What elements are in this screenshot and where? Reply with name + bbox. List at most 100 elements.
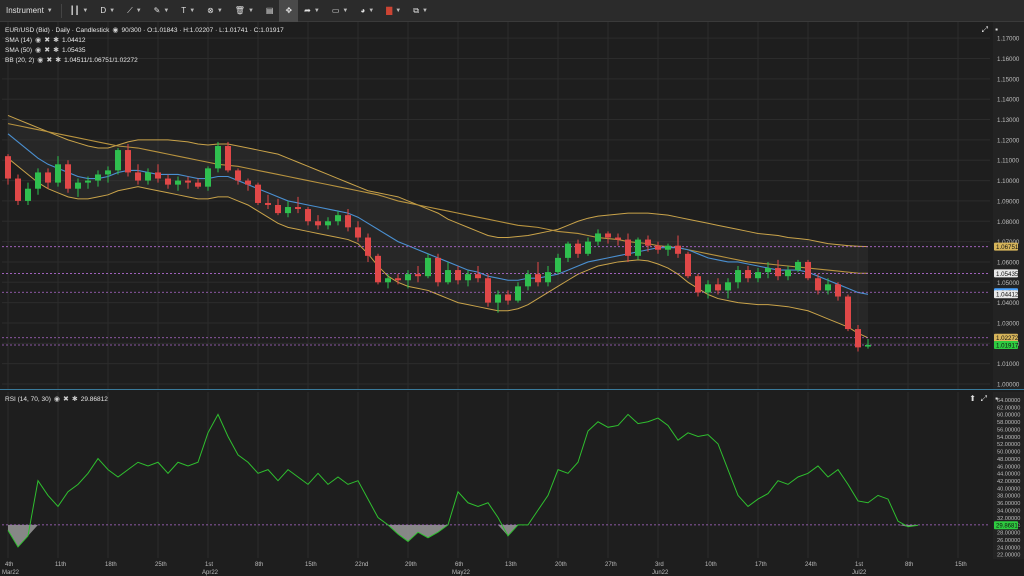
gear-icon[interactable]: ✱ bbox=[71, 396, 78, 403]
settings-menu[interactable]: ⧉ ▼ bbox=[407, 0, 434, 22]
price-tick-label: 1.09000 bbox=[997, 198, 1020, 205]
crosshair-button[interactable]: ✥ bbox=[279, 0, 299, 22]
rsi-current-label: 29.86812 bbox=[996, 524, 1022, 530]
price-tick-label: 1.13000 bbox=[997, 117, 1020, 124]
timeframe-label: D bbox=[100, 6, 107, 15]
price-chart-pane[interactable]: 1.17000 1.16000 1.15000 1.14000 1.13000 1.120… bbox=[0, 22, 1024, 390]
rsi-tick-label: 38.00000 bbox=[997, 494, 1020, 500]
candle bbox=[645, 239, 651, 246]
candle bbox=[575, 243, 581, 254]
price-marker-label: 1.04412 bbox=[996, 292, 1019, 299]
eye-icon[interactable]: ◉ bbox=[37, 57, 44, 64]
move-up-icon[interactable]: ⬆ bbox=[969, 394, 976, 403]
price-axis-background bbox=[993, 22, 1024, 390]
close-icon[interactable]: ✖ bbox=[46, 57, 53, 64]
close-icon[interactable]: ✖ bbox=[44, 37, 51, 44]
gear-icon[interactable]: ✱ bbox=[53, 47, 59, 54]
candle bbox=[135, 172, 141, 181]
close-icon[interactable]: ✖ bbox=[63, 396, 69, 403]
candle bbox=[475, 274, 481, 279]
gear-icon[interactable]: ✱ bbox=[55, 57, 62, 64]
candle bbox=[75, 182, 81, 189]
price-marker-label: 1.06751 bbox=[996, 244, 1019, 251]
expand-icon[interactable]: ⤢ bbox=[980, 394, 987, 403]
price-tick-label: 1.14000 bbox=[997, 97, 1020, 104]
price-chart[interactable]: 1.17000 1.16000 1.15000 1.14000 1.13000 1.120… bbox=[0, 22, 1024, 390]
chart-type-menu[interactable]: ┃┃ ▼ bbox=[64, 0, 95, 22]
language-menu[interactable]: ▇ ▼ bbox=[380, 0, 407, 22]
timeframe-menu[interactable]: D ▼ bbox=[94, 0, 121, 22]
time-tick-label: 13th bbox=[505, 562, 517, 568]
indicator-bb: BB (20, 2) ◉ ✖ ✱ 1.04511/1.06751/1.02272 bbox=[5, 56, 138, 65]
indicator-value: 1.05435 bbox=[61, 46, 86, 54]
instrument-menu[interactable]: Instrument ▼ bbox=[0, 0, 59, 22]
candle bbox=[205, 168, 211, 187]
theme-menu[interactable]: ◕ ▼ bbox=[354, 0, 380, 22]
time-tick-label: 3rd bbox=[655, 562, 664, 568]
time-tick-month-label: May22 bbox=[452, 570, 471, 576]
maximize-icon[interactable]: ▪ bbox=[995, 394, 998, 403]
chevron-down-icon: ▼ bbox=[216, 7, 223, 14]
rsi-tick-label: 22.00000 bbox=[997, 553, 1020, 559]
rsi-current-marker bbox=[994, 521, 1018, 530]
layout-button[interactable]: ▤ bbox=[260, 0, 280, 22]
divider bbox=[60, 3, 62, 18]
candle bbox=[225, 145, 231, 171]
candle bbox=[805, 261, 811, 279]
rsi-tick-label: 58.00000 bbox=[997, 420, 1020, 426]
candle bbox=[55, 164, 61, 183]
rsi-tick-label: 26.00000 bbox=[997, 538, 1020, 544]
candle bbox=[685, 253, 691, 277]
candle bbox=[25, 188, 31, 201]
candle bbox=[15, 178, 21, 201]
rsi-tick-label: 44.00000 bbox=[997, 472, 1020, 478]
eye-icon[interactable]: ◉ bbox=[35, 47, 42, 54]
ohlc-readout: 90/300 · O:1.01843 · H:1.02207 · L:1.017… bbox=[121, 26, 284, 34]
candle bbox=[595, 233, 601, 242]
time-tick-month-label: Jul22 bbox=[852, 570, 867, 576]
gear-icon[interactable]: ✱ bbox=[53, 37, 59, 44]
time-tick-label: 15th bbox=[955, 562, 967, 568]
indicator-value: 1.04412 bbox=[61, 36, 86, 44]
price-tick-label: 1.12000 bbox=[997, 137, 1020, 144]
candle bbox=[185, 180, 191, 183]
time-tick-label: 17th bbox=[755, 562, 767, 568]
chevron-down-icon: ▼ bbox=[368, 7, 375, 14]
share-menu[interactable]: ➦ ▼ bbox=[298, 0, 326, 22]
candle bbox=[105, 170, 111, 175]
candle bbox=[345, 215, 351, 228]
candle bbox=[35, 172, 41, 189]
shapes-icon: ⊗ bbox=[207, 6, 214, 15]
drawing-tools-menu[interactable]: ⟋ ▼ bbox=[121, 0, 148, 22]
rsi-header: RSI (14, 70, 30) ◉ ✖ ✱ 29.86812 bbox=[5, 395, 108, 404]
candle bbox=[865, 344, 871, 347]
shapes-menu[interactable]: ⊗ ▼ bbox=[201, 0, 229, 22]
text-tool-menu[interactable]: T ▼ bbox=[175, 0, 201, 22]
candle bbox=[415, 274, 421, 277]
close-icon[interactable]: ✖ bbox=[44, 47, 51, 54]
expand-icon[interactable]: ⤢ bbox=[981, 25, 988, 34]
time-tick-label: 20th bbox=[555, 562, 567, 568]
price-tick-label: 1.06000 bbox=[997, 259, 1020, 266]
eye-icon[interactable]: ◉ bbox=[53, 396, 60, 403]
indicator-value: 1.04511/1.06751/1.02272 bbox=[64, 56, 138, 64]
maximize-icon[interactable]: ▪ bbox=[995, 25, 998, 34]
candle bbox=[215, 145, 221, 169]
chevron-down-icon: ▼ bbox=[163, 7, 170, 14]
candle bbox=[425, 257, 431, 277]
delete-menu[interactable]: 🗑 ▼ bbox=[229, 0, 260, 22]
chevron-down-icon: ▼ bbox=[189, 7, 196, 14]
pencil-menu[interactable]: ✎ ▼ bbox=[148, 0, 176, 22]
candle bbox=[255, 184, 261, 203]
screenshot-menu[interactable]: ▭ ▼ bbox=[326, 0, 355, 22]
candle bbox=[335, 215, 341, 222]
time-tick-label: 8th bbox=[905, 562, 913, 568]
eye-icon[interactable]: ◉ bbox=[35, 37, 42, 44]
eye-icon[interactable]: ◉ bbox=[112, 27, 119, 34]
price-tick-label: 1.01000 bbox=[997, 361, 1020, 368]
indicator-sma50: SMA (50) ◉ ✖ ✱ 1.05435 bbox=[5, 46, 86, 55]
rsi-pane[interactable]: 64.00000 62.00000 60.00000 58.00000 56.00000… bbox=[0, 392, 1024, 576]
time-tick-label: 4th bbox=[5, 562, 13, 568]
chevron-down-icon: ▼ bbox=[82, 7, 89, 14]
